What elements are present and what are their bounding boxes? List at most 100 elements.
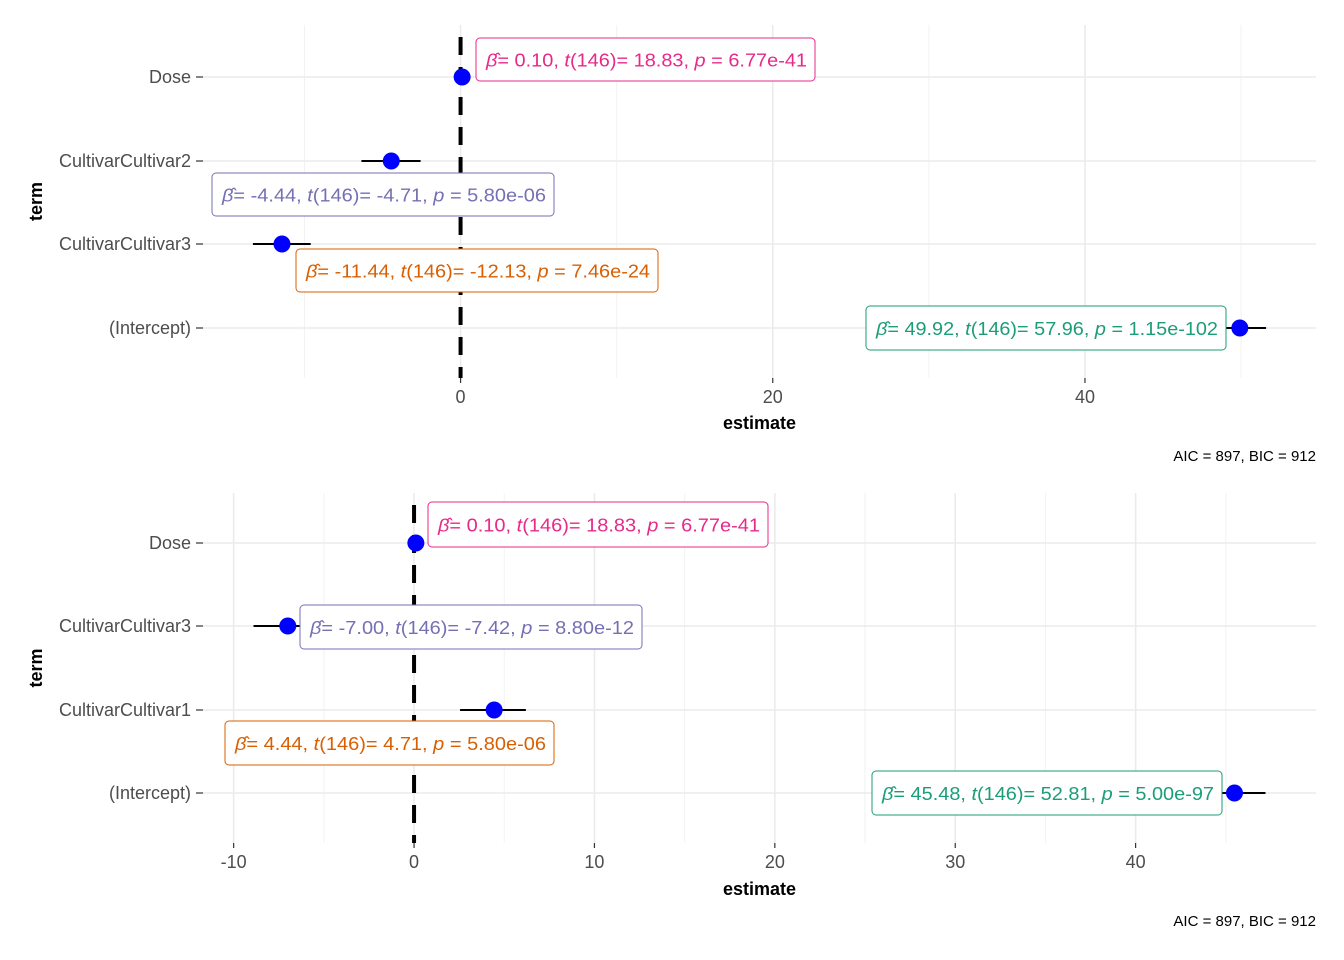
estimate-label: β̂= 45.48, t(146) = 52.81, p = 5.00e-97 xyxy=(871,770,1223,816)
t-value: = -7.42, xyxy=(447,618,521,638)
t-symbol: t xyxy=(307,186,314,206)
estimate-point xyxy=(485,701,503,719)
beta-value: = 49.92, xyxy=(887,319,965,339)
label-text: β̂= 49.92, t(146) = 57.96, p = 1.15e-102 xyxy=(875,319,1218,339)
t-value: = 18.83, xyxy=(616,51,694,71)
estimate-point xyxy=(279,617,297,635)
t-value: = -12.13, xyxy=(453,262,538,282)
label-box xyxy=(427,501,769,548)
beta-symbol: β̂ xyxy=(221,186,237,206)
t-symbol: t xyxy=(971,784,978,804)
label-box xyxy=(211,172,555,217)
label-box xyxy=(475,37,816,82)
estimate-label: β̂= -4.44, t(146) = -4.71, p = 5.80e-06 xyxy=(211,172,555,217)
beta-value: = 45.48, xyxy=(893,784,971,804)
beta-symbol: β̂ xyxy=(309,618,325,638)
estimate-point xyxy=(273,235,291,253)
t-symbol: t xyxy=(517,516,524,536)
label-box xyxy=(871,770,1223,816)
beta-value: = -4.44, xyxy=(233,186,307,206)
estimate-point xyxy=(382,152,400,170)
x-tick-label: 30 xyxy=(945,852,965,872)
panel-2: -10 0 10 20 30 40 estimate term AIC = 897, BIC =… xyxy=(26,493,1316,930)
x-tick-label: 20 xyxy=(763,387,783,407)
p-symbol: p xyxy=(693,51,705,71)
estimate-label: β̂= 4.44, t(146) = 4.71, p = 5.80e-06 xyxy=(224,720,555,766)
x-tick-label: 10 xyxy=(584,852,604,872)
p-value: = 5.80e-06 xyxy=(444,734,546,754)
caption: AIC = 897, BIC = 912 xyxy=(1173,913,1316,930)
x-tick-label: 0 xyxy=(456,387,466,407)
x-tick-label: 40 xyxy=(1075,387,1095,407)
estimate-label: β̂= 0.10, t(146) = 18.83, p = 6.77e-41 xyxy=(475,37,816,82)
y-tick-label: CultivarCultivar3 xyxy=(59,234,191,254)
y-tick-label: CultivarCultivar3 xyxy=(59,616,191,636)
beta-symbol: β̂ xyxy=(485,51,501,71)
p-value: = 1.15e-102 xyxy=(1106,319,1218,339)
estimate-label: β̂= 49.92, t(146) = 57.96, p = 1.15e-102 xyxy=(865,305,1227,351)
y-tick-label: Dose xyxy=(149,67,191,87)
label-text: β̂= -7.00, t(146) = -7.42, p = 8.80e-12 xyxy=(309,618,634,638)
p-symbol: p xyxy=(536,262,548,282)
label-text: β̂= 0.10, t(146) = 18.83, p = 6.77e-41 xyxy=(485,51,807,71)
t-symbol: t xyxy=(401,262,408,282)
label-box xyxy=(865,305,1227,351)
p-symbol: p xyxy=(520,618,532,638)
x-tick-label: -10 xyxy=(221,852,247,872)
degrees-of-freedom: (146) xyxy=(977,784,1024,804)
beta-symbol: β̂ xyxy=(881,784,897,804)
degrees-of-freedom: (146) xyxy=(570,51,617,71)
x-tick-label: 40 xyxy=(1126,852,1146,872)
beta-symbol: β̂ xyxy=(234,734,250,754)
t-value: = -4.71, xyxy=(359,186,433,206)
t-value: = 57.96, xyxy=(1017,319,1095,339)
beta-symbol: β̂ xyxy=(305,262,321,282)
p-value: = 5.80e-06 xyxy=(444,186,546,206)
label-text: β̂= 0.10, t(146) = 18.83, p = 6.77e-41 xyxy=(437,516,760,536)
t-symbol: t xyxy=(314,734,321,754)
p-symbol: p xyxy=(432,734,444,754)
label-text: β̂= -4.44, t(146) = -4.71, p = 5.80e-06 xyxy=(221,186,546,206)
p-value: = 7.46e-24 xyxy=(549,262,650,282)
label-box xyxy=(295,248,659,293)
degrees-of-freedom: (146) xyxy=(522,516,569,536)
x-axis-title: estimate xyxy=(723,413,796,433)
y-tick-label: (Intercept) xyxy=(109,783,191,803)
x-tick-label: 20 xyxy=(765,852,785,872)
degrees-of-freedom: (146) xyxy=(313,186,360,206)
estimate-point xyxy=(453,68,471,86)
panel-1: 0 20 40 estimate term AIC = 897, BIC = 912 Dos… xyxy=(26,25,1316,465)
p-value: = 6.77e-41 xyxy=(706,51,807,71)
x-tick-label: 0 xyxy=(409,852,419,872)
beta-symbol: β̂ xyxy=(875,319,891,339)
y-tick-label: CultivarCultivar1 xyxy=(59,700,191,720)
p-value: = 6.77e-41 xyxy=(658,516,760,536)
label-text: β̂= 45.48, t(146) = 52.81, p = 5.00e-97 xyxy=(881,784,1214,804)
p-value: = 5.00e-97 xyxy=(1113,784,1214,804)
t-symbol: t xyxy=(965,319,972,339)
y-axis-title: term xyxy=(26,182,46,221)
y-tick-label: CultivarCultivar2 xyxy=(59,151,191,171)
y-tick-label: (Intercept) xyxy=(109,318,191,338)
label-box xyxy=(299,604,643,650)
estimate-label: β̂= -7.00, t(146) = -7.42, p = 8.80e-12 xyxy=(299,604,643,650)
y-axis-title: term xyxy=(26,648,46,687)
p-symbol: p xyxy=(646,516,658,536)
degrees-of-freedom: (146) xyxy=(971,319,1017,339)
estimate-point xyxy=(407,534,425,552)
x-axis-title: estimate xyxy=(723,879,796,899)
label-text: β̂= -11.44, t(146) = -12.13, p = 7.46e-24 xyxy=(305,262,650,282)
estimate-label: β̂= -11.44, t(146) = -12.13, p = 7.46e-24 xyxy=(295,248,659,293)
degrees-of-freedom: (146) xyxy=(401,618,448,638)
estimate-point xyxy=(1225,784,1243,802)
beta-value: = -7.00, xyxy=(321,618,395,638)
t-symbol: t xyxy=(395,618,402,638)
estimate-label: β̂= 0.10, t(146) = 18.83, p = 6.77e-41 xyxy=(427,501,769,548)
degrees-of-freedom: (146) xyxy=(406,262,453,282)
beta-value: = 4.44, xyxy=(246,734,313,754)
beta-value: = 0.10, xyxy=(497,51,564,71)
caption: AIC = 897, BIC = 912 xyxy=(1173,448,1316,465)
p-symbol: p xyxy=(1094,319,1106,339)
t-symbol: t xyxy=(564,51,571,71)
